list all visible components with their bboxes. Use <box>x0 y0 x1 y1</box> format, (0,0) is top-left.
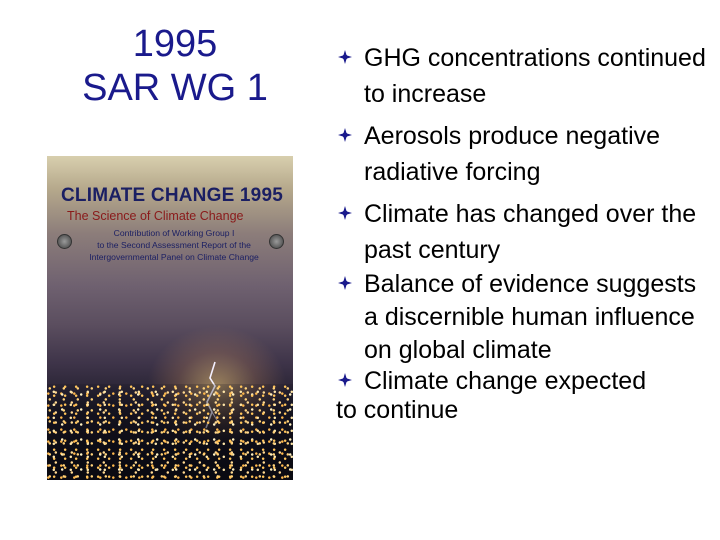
bullet-item: Climate has changed over the past centur… <box>336 196 706 268</box>
title-report: SAR WG 1 <box>82 67 268 109</box>
bullet-text: GHG concentrations continued to increase <box>364 44 706 108</box>
bullet-list: GHG concentrations continued to increase… <box>336 40 706 425</box>
cover-subheading: The Science of Climate Change <box>67 209 244 223</box>
bullet-text: Aerosols produce negative radiative forc… <box>364 122 661 186</box>
sparkle-bullet-icon <box>338 50 352 64</box>
bullet-item: Climate change expected to continue <box>336 367 706 425</box>
bullet-text: Climate has changed over the past centur… <box>364 200 697 264</box>
bullet-text: Balance of evidence suggests a discernib… <box>364 270 697 364</box>
cover-contribution-text: Contribution of Working Group I to the S… <box>71 227 277 263</box>
wmo-logo-icon <box>57 234 72 249</box>
sparkle-bullet-icon <box>338 128 352 142</box>
bullet-text-continued: to continue <box>336 396 459 424</box>
sparkle-bullet-icon <box>338 276 352 290</box>
cover-contrib-line: Intergovernmental Panel on Climate Chang… <box>89 252 259 262</box>
unep-logo-icon <box>269 234 284 249</box>
cover-heading: CLIMATE CHANGE 1995 <box>61 185 283 206</box>
sparkle-bullet-icon <box>338 373 352 387</box>
title-year: 1995 <box>132 23 218 65</box>
cover-city-lights <box>47 384 293 480</box>
cover-contrib-line: to the Second Assessment Report of the <box>97 240 251 250</box>
report-cover-image: CLIMATE CHANGE 1995 The Science of Clima… <box>47 156 293 480</box>
sparkle-bullet-icon <box>338 206 352 220</box>
bullet-item: GHG concentrations continued to increase <box>336 40 706 112</box>
bullet-item: Balance of evidence suggests a discernib… <box>336 268 706 367</box>
bullet-text: Climate change expected <box>364 367 647 395</box>
bullet-item: Aerosols produce negative radiative forc… <box>336 118 706 190</box>
slide-title: 1995 SAR WG 1 <box>40 22 310 110</box>
cover-contrib-line: Contribution of Working Group I <box>113 228 235 238</box>
